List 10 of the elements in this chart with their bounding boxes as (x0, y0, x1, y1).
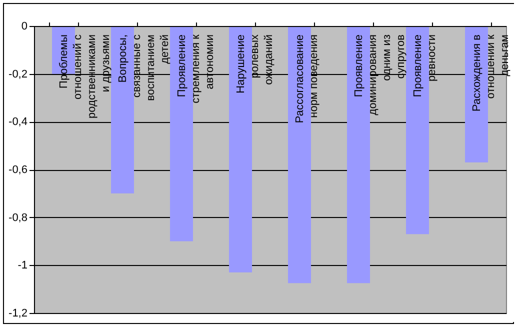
y-tick-label: -0,6 (8, 164, 28, 176)
y-tick-label: -0,2 (8, 68, 28, 80)
y-tick-label: -0,8 (8, 212, 28, 224)
y-tick-label: -1 (18, 260, 28, 272)
x-tick-label: Расхождения в отношении к деньгам (471, 34, 511, 112)
y-tick-label: 0 (21, 20, 28, 32)
y-tick-label: -0,4 (8, 116, 28, 128)
x-tick-label: Проблемы отношений с родственниками и друзьями (58, 34, 112, 118)
x-tick-label: Проявление доминирования одним из супругов (353, 34, 407, 116)
y-tick-label: -1,2 (8, 308, 28, 320)
